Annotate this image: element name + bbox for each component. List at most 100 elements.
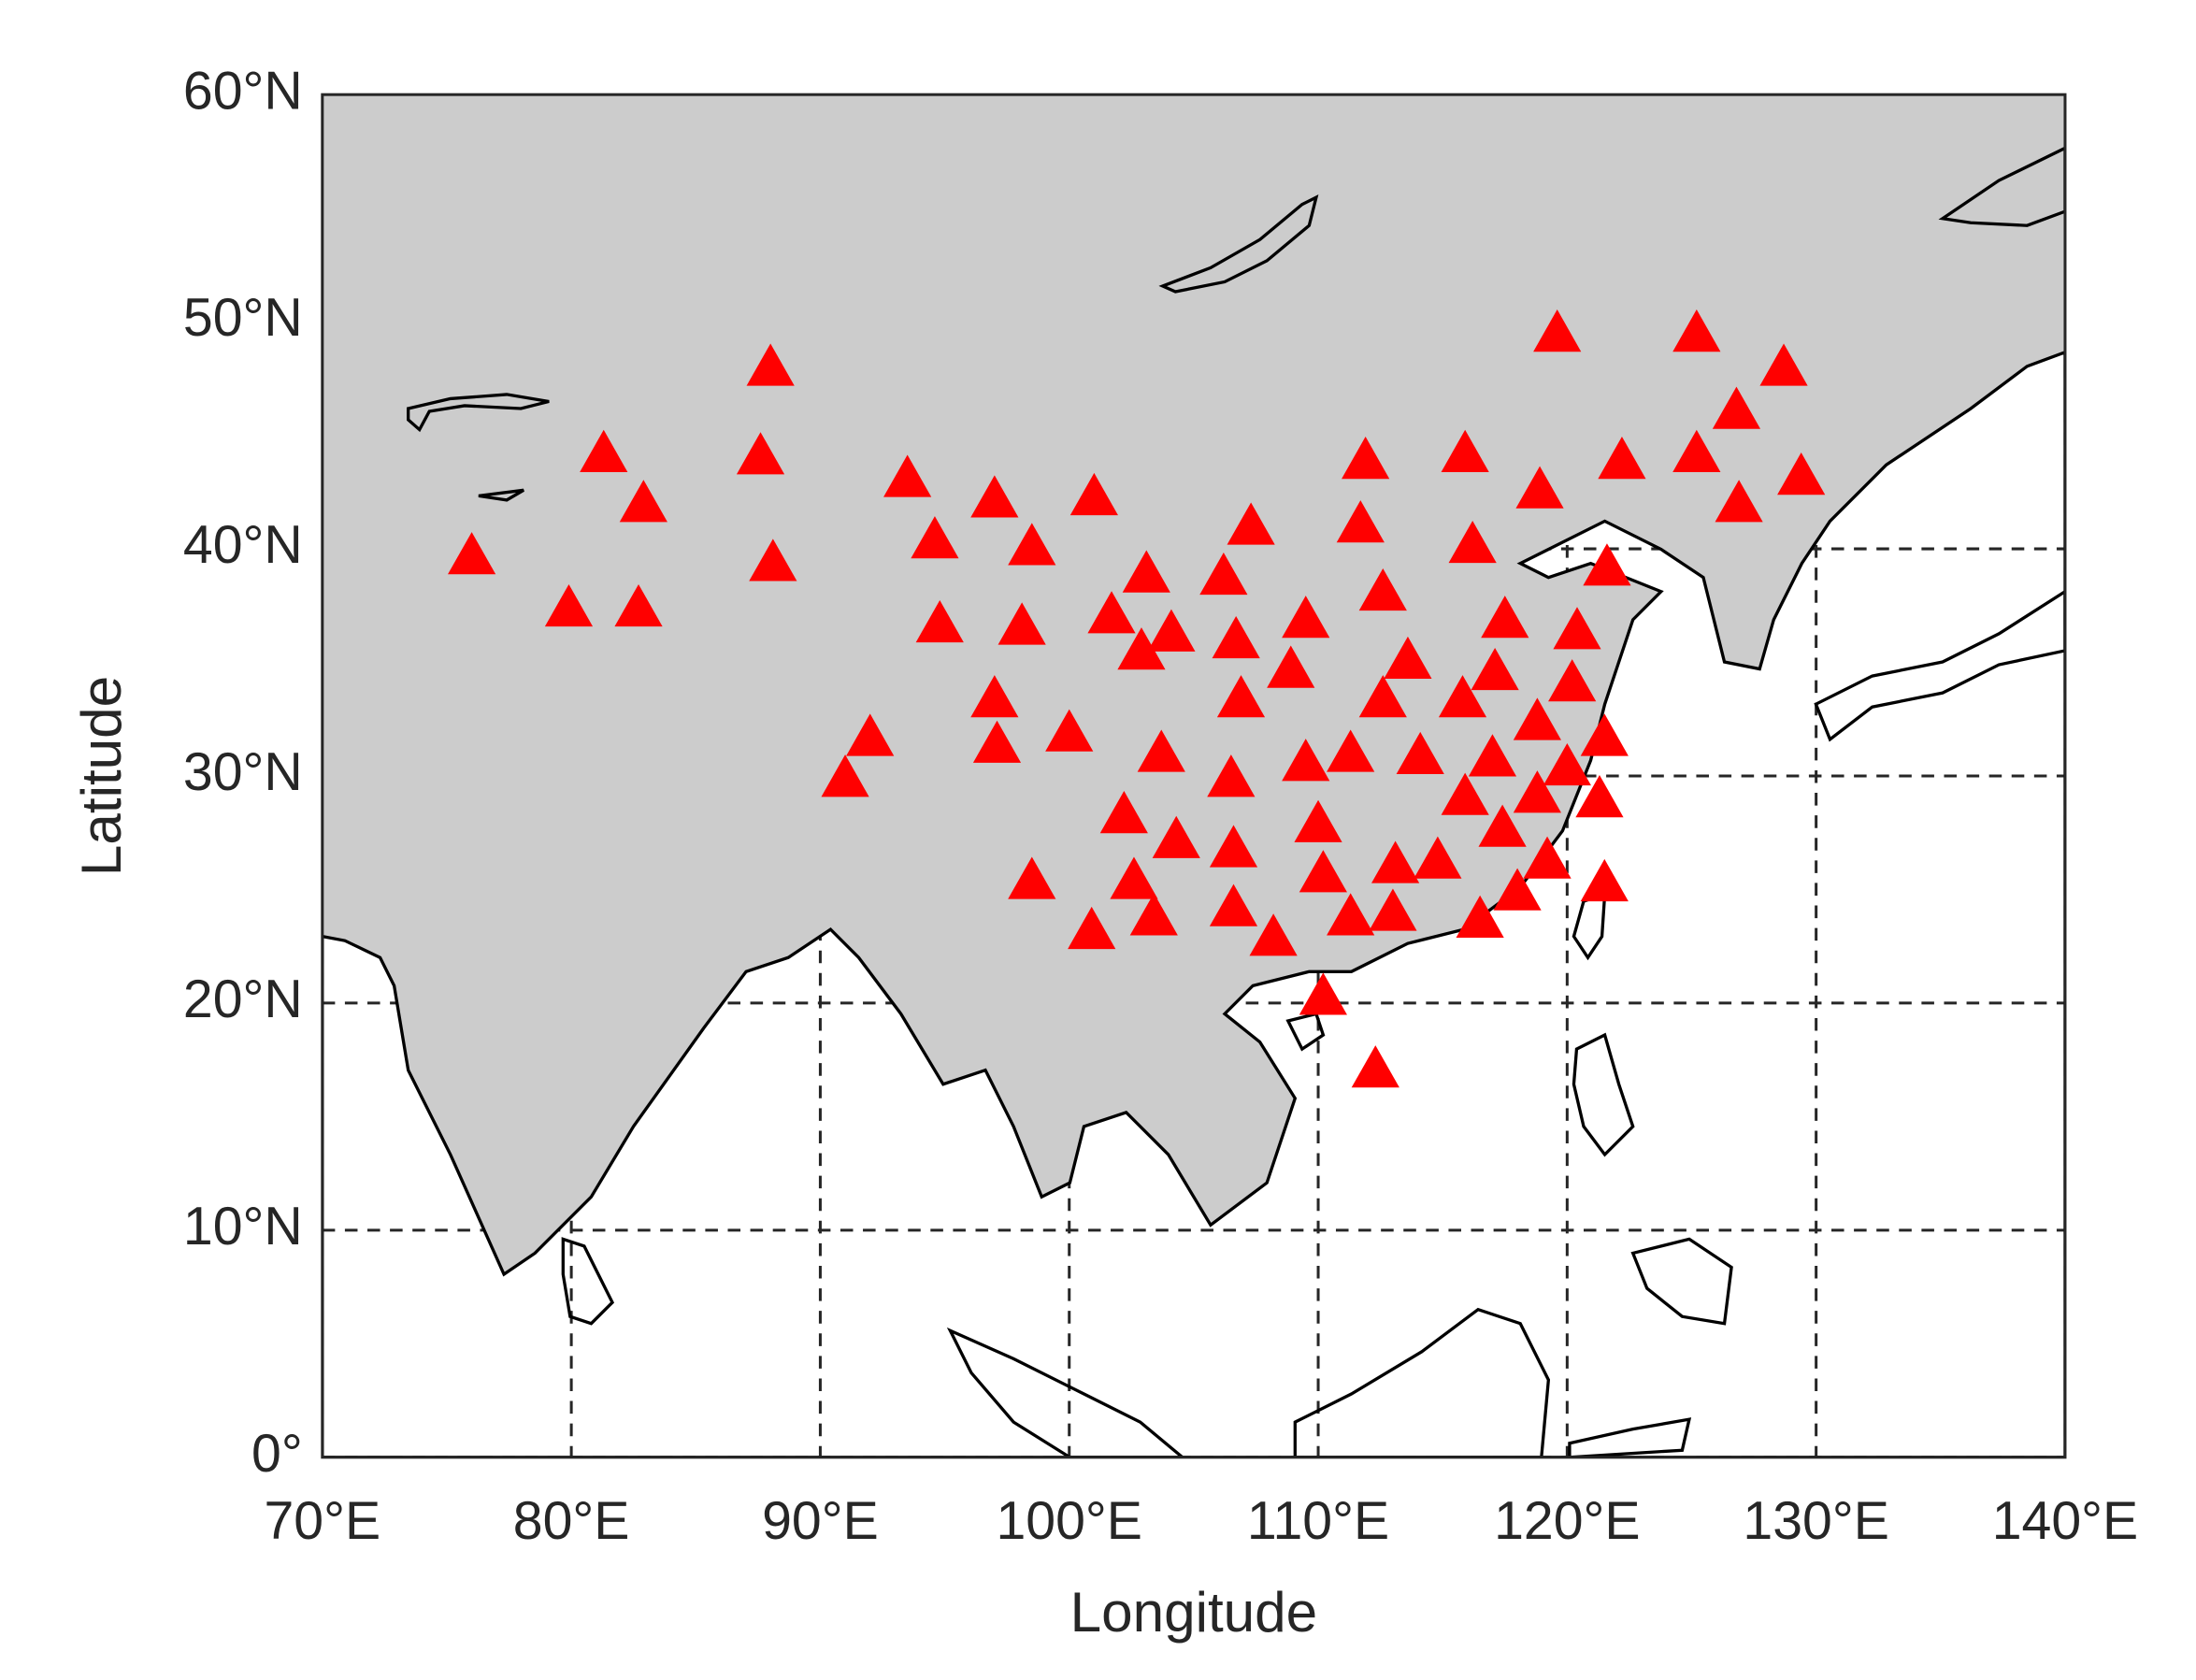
station-marker	[1515, 466, 1564, 509]
station-marker	[1580, 713, 1629, 756]
station-marker	[1008, 856, 1056, 899]
y-tick-label: 40°N	[183, 515, 303, 575]
map-area	[322, 94, 2065, 1457]
station-marker	[1513, 697, 1561, 740]
station-marker	[1209, 825, 1258, 868]
y-tick-label: 30°N	[183, 742, 303, 802]
station-marker	[846, 713, 895, 756]
station-marker	[1553, 607, 1601, 650]
station-marker	[1267, 645, 1315, 688]
station-marker	[1110, 856, 1158, 899]
y-axis-label: Latitude	[69, 676, 133, 876]
station-marker	[1523, 836, 1572, 879]
station-marker	[1777, 452, 1826, 495]
station-marker	[1152, 815, 1200, 858]
y-tick-label: 60°N	[183, 61, 303, 121]
station-marker	[1227, 502, 1275, 545]
station-marker	[1712, 386, 1761, 429]
station-marker	[1122, 550, 1170, 593]
stations	[448, 309, 1826, 1088]
station-marker	[1369, 888, 1417, 931]
station-marker	[1216, 675, 1266, 718]
station-marker	[1448, 520, 1497, 564]
station-marker	[1575, 775, 1624, 818]
station-marker	[1069, 472, 1118, 516]
station-marker	[1456, 895, 1504, 938]
station-marker	[1533, 309, 1582, 352]
station-marker	[1358, 675, 1407, 718]
station-marker	[1147, 609, 1196, 652]
station-marker	[1493, 868, 1542, 911]
station-marker	[1543, 743, 1591, 786]
station-marker	[1137, 729, 1185, 772]
station-marker	[970, 675, 1019, 718]
station-marker	[1468, 734, 1517, 777]
station-marker	[1672, 309, 1721, 352]
sumatra	[946, 1327, 1185, 1457]
station-marker	[1068, 906, 1116, 950]
x-tick-label: 80°E	[513, 1491, 630, 1551]
station-marker	[1580, 858, 1629, 902]
station-marker	[1327, 893, 1375, 936]
lake-baikal	[1158, 194, 1319, 294]
station-marker	[1358, 567, 1407, 611]
sulawesi	[1568, 1417, 1692, 1457]
x-tick-label: 140°E	[1992, 1491, 2138, 1551]
station-marker	[1212, 615, 1260, 659]
station-marker	[580, 429, 628, 472]
station-marker	[1099, 791, 1148, 834]
y-tick-label: 0°	[251, 1424, 303, 1484]
station-marker	[1414, 836, 1462, 879]
station-marker	[1396, 731, 1444, 775]
mindanao	[1630, 1237, 1733, 1326]
hainan	[1285, 1012, 1326, 1052]
station-marker	[1548, 659, 1597, 702]
station-marker	[883, 454, 932, 497]
station-marker	[1759, 343, 1808, 386]
station-marker	[619, 480, 667, 523]
x-tick-label: 120°E	[1494, 1491, 1640, 1551]
x-tick-label: 110°E	[1247, 1491, 1389, 1551]
station-marker	[972, 720, 1022, 763]
ticks: 70°E 80°E 90°E 100°E 110°E 120°E 130°E 140°E 0° 1…	[183, 61, 2138, 1551]
station-marker	[448, 532, 496, 575]
lake-issyk-kul	[478, 488, 524, 502]
station-marker	[1342, 437, 1390, 480]
station-marker	[1045, 709, 1094, 752]
station-marker	[821, 754, 869, 797]
x-tick-label: 100°E	[996, 1491, 1141, 1551]
station-marker	[1384, 636, 1432, 680]
station-marker	[1282, 596, 1330, 639]
y-tick-label: 10°N	[183, 1197, 303, 1256]
station-marker	[998, 602, 1046, 645]
station-marker	[1513, 770, 1561, 813]
station-marker	[1438, 675, 1487, 718]
station-marker	[544, 583, 594, 627]
station-marker	[1441, 429, 1489, 472]
lake-balkhash	[407, 393, 550, 433]
station-marker	[736, 432, 785, 475]
station-marker	[1481, 596, 1529, 639]
borneo	[1293, 1307, 1551, 1457]
station-marker	[1336, 500, 1385, 543]
station-marker	[1087, 591, 1136, 634]
station-marker	[1478, 804, 1527, 847]
x-tick-label: 90°E	[762, 1491, 879, 1551]
station-marker	[614, 583, 663, 627]
station-marker	[1299, 850, 1347, 893]
station-marker	[749, 538, 797, 582]
station-marker	[1129, 893, 1178, 936]
station-marker	[1209, 883, 1258, 926]
plot-frame	[321, 93, 2067, 1459]
station-marker	[1351, 1045, 1399, 1088]
station-marker	[1249, 913, 1298, 956]
station-marker	[1008, 523, 1056, 566]
station-marker	[1471, 647, 1519, 691]
station-marker	[915, 599, 964, 643]
okhotsk-sea	[1938, 146, 2065, 227]
station-marker	[1715, 480, 1763, 523]
station-marker	[1598, 437, 1646, 480]
station-marker	[746, 343, 795, 386]
